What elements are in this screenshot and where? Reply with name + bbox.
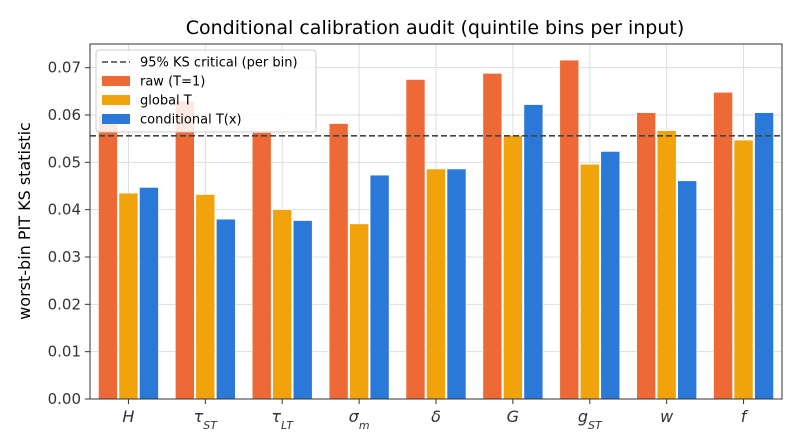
y-axis: 0.00 0.01 0.02 0.03 0.04 0.05 0.06 0.07	[48, 59, 90, 408]
bar	[482, 73, 503, 400]
bar	[503, 135, 523, 400]
legend-swatch	[102, 95, 130, 105]
bar	[251, 132, 272, 400]
bar	[405, 79, 426, 400]
x-tick-label: w	[660, 407, 674, 426]
chart-title: Conditional calibration audit (quintile …	[186, 17, 685, 39]
bar	[600, 151, 621, 400]
x-tick-label: τLT	[271, 407, 294, 432]
y-tick-label: 0.07	[48, 59, 81, 77]
bar	[559, 59, 580, 400]
bar	[656, 130, 677, 400]
x-tick-label: σm	[349, 407, 370, 432]
y-tick-label: 0.06	[48, 106, 81, 124]
legend-label: conditional T(x)	[140, 113, 242, 128]
x-tick-label: gST	[578, 407, 603, 432]
bar	[369, 174, 390, 400]
bar	[523, 104, 544, 400]
bar	[426, 168, 446, 400]
x-tick-label: δ	[431, 407, 441, 426]
bar	[98, 114, 118, 400]
x-tick-label: G	[507, 407, 519, 426]
legend-label: 95% KS critical (per bin)	[140, 56, 298, 71]
bar	[139, 187, 159, 400]
bar	[328, 123, 349, 400]
bar	[349, 223, 369, 400]
bar	[272, 209, 293, 400]
y-tick-label: 0.02	[48, 295, 81, 313]
bar	[579, 163, 600, 400]
bar	[677, 180, 697, 400]
y-tick-label: 0.04	[48, 201, 81, 219]
legend: 95% KS critical (per bin) raw (T=1) global…	[95, 49, 317, 133]
bar	[636, 112, 656, 400]
bar	[446, 168, 467, 400]
legend-label: raw (T=1)	[140, 75, 205, 90]
bar	[292, 220, 313, 400]
x-tick-label: H	[122, 407, 134, 426]
x-tick-label: τST	[194, 407, 219, 432]
y-axis-label: worst-bin PIT KS statistic	[15, 122, 34, 320]
bar	[713, 91, 733, 400]
x-tick-label: f	[741, 407, 749, 426]
bar	[195, 194, 216, 400]
legend-label: global T	[140, 94, 192, 109]
bar	[733, 139, 754, 400]
bar	[118, 192, 139, 400]
legend-swatch	[102, 114, 130, 124]
legend-swatch	[102, 76, 130, 86]
bar	[754, 112, 774, 400]
bar	[216, 218, 236, 400]
legend-box	[95, 49, 317, 133]
y-tick-label: 0.01	[48, 343, 81, 361]
bar	[175, 100, 195, 400]
y-tick-label: 0.03	[48, 248, 81, 266]
y-tick-label: 0.05	[48, 153, 81, 171]
y-tick-label: 0.00	[48, 390, 81, 408]
